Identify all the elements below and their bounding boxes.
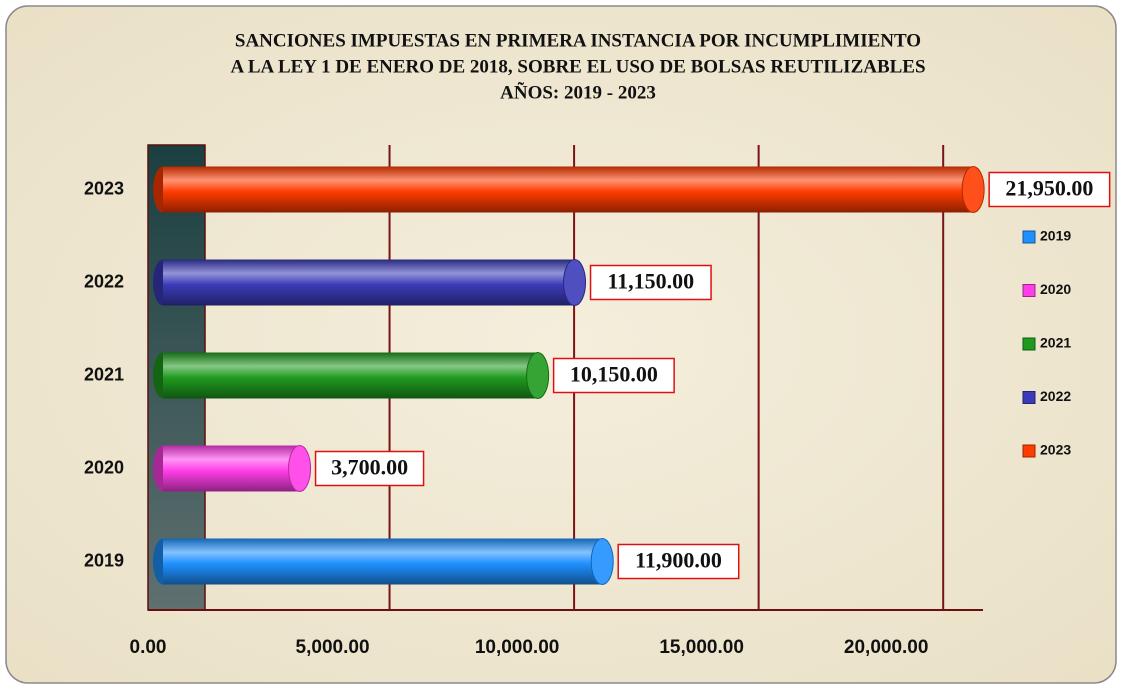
y-tick-label: 2023 [84,178,124,198]
bar [163,445,300,492]
x-tick-label: 20,000.00 [844,637,929,658]
data-label: 11,900.00 [635,548,722,573]
y-tick-label: 2022 [84,271,124,291]
data-label: 10,150.00 [570,362,658,387]
bar-cap [961,166,985,213]
legend-swatch [1022,391,1036,404]
bar-cap [288,445,312,492]
bar [163,352,538,399]
x-tick-label: 0.00 [130,637,167,658]
data-label-box [314,450,425,487]
data-label: 21,950.00 [1005,176,1093,201]
y-tick-label: 2021 [84,364,124,384]
bar [163,259,575,306]
legend-label: 2023 [1040,442,1071,458]
data-label-box [617,543,740,580]
bar [163,538,603,585]
chart-title: SANCIONES IMPUESTAS EN PRIMERA INSTANCIA… [235,30,921,51]
chart-title: A LA LEY 1 DE ENERO DE 2018, SOBRE EL US… [230,56,925,77]
legend-label: 2020 [1040,281,1071,297]
legend-swatch [1022,444,1036,458]
legend-label: 2022 [1040,388,1071,404]
data-label: 11,150.00 [607,269,694,294]
data-label-box [589,264,712,301]
x-tick-label: 10,000.00 [475,637,560,658]
y-tick-label: 2019 [84,550,124,570]
bar [163,166,974,213]
y-tick-label: 2020 [84,457,124,477]
bar-cap [526,352,550,399]
legend-label: 2019 [1040,228,1071,244]
data-label-box [552,357,675,394]
bar-cap [590,538,614,585]
data-label-box [988,171,1111,208]
bar-cap [563,259,587,306]
legend-label: 2021 [1040,335,1071,351]
x-tick-label: 5,000.00 [296,637,370,658]
data-label: 3,700.00 [331,455,408,480]
chart-title: AÑOS: 2019 - 2023 [500,81,656,103]
legend-swatch [1022,337,1036,351]
legend-swatch [1022,230,1036,244]
x-tick-label: 15,000.00 [659,637,744,658]
legend-swatch [1022,284,1036,297]
